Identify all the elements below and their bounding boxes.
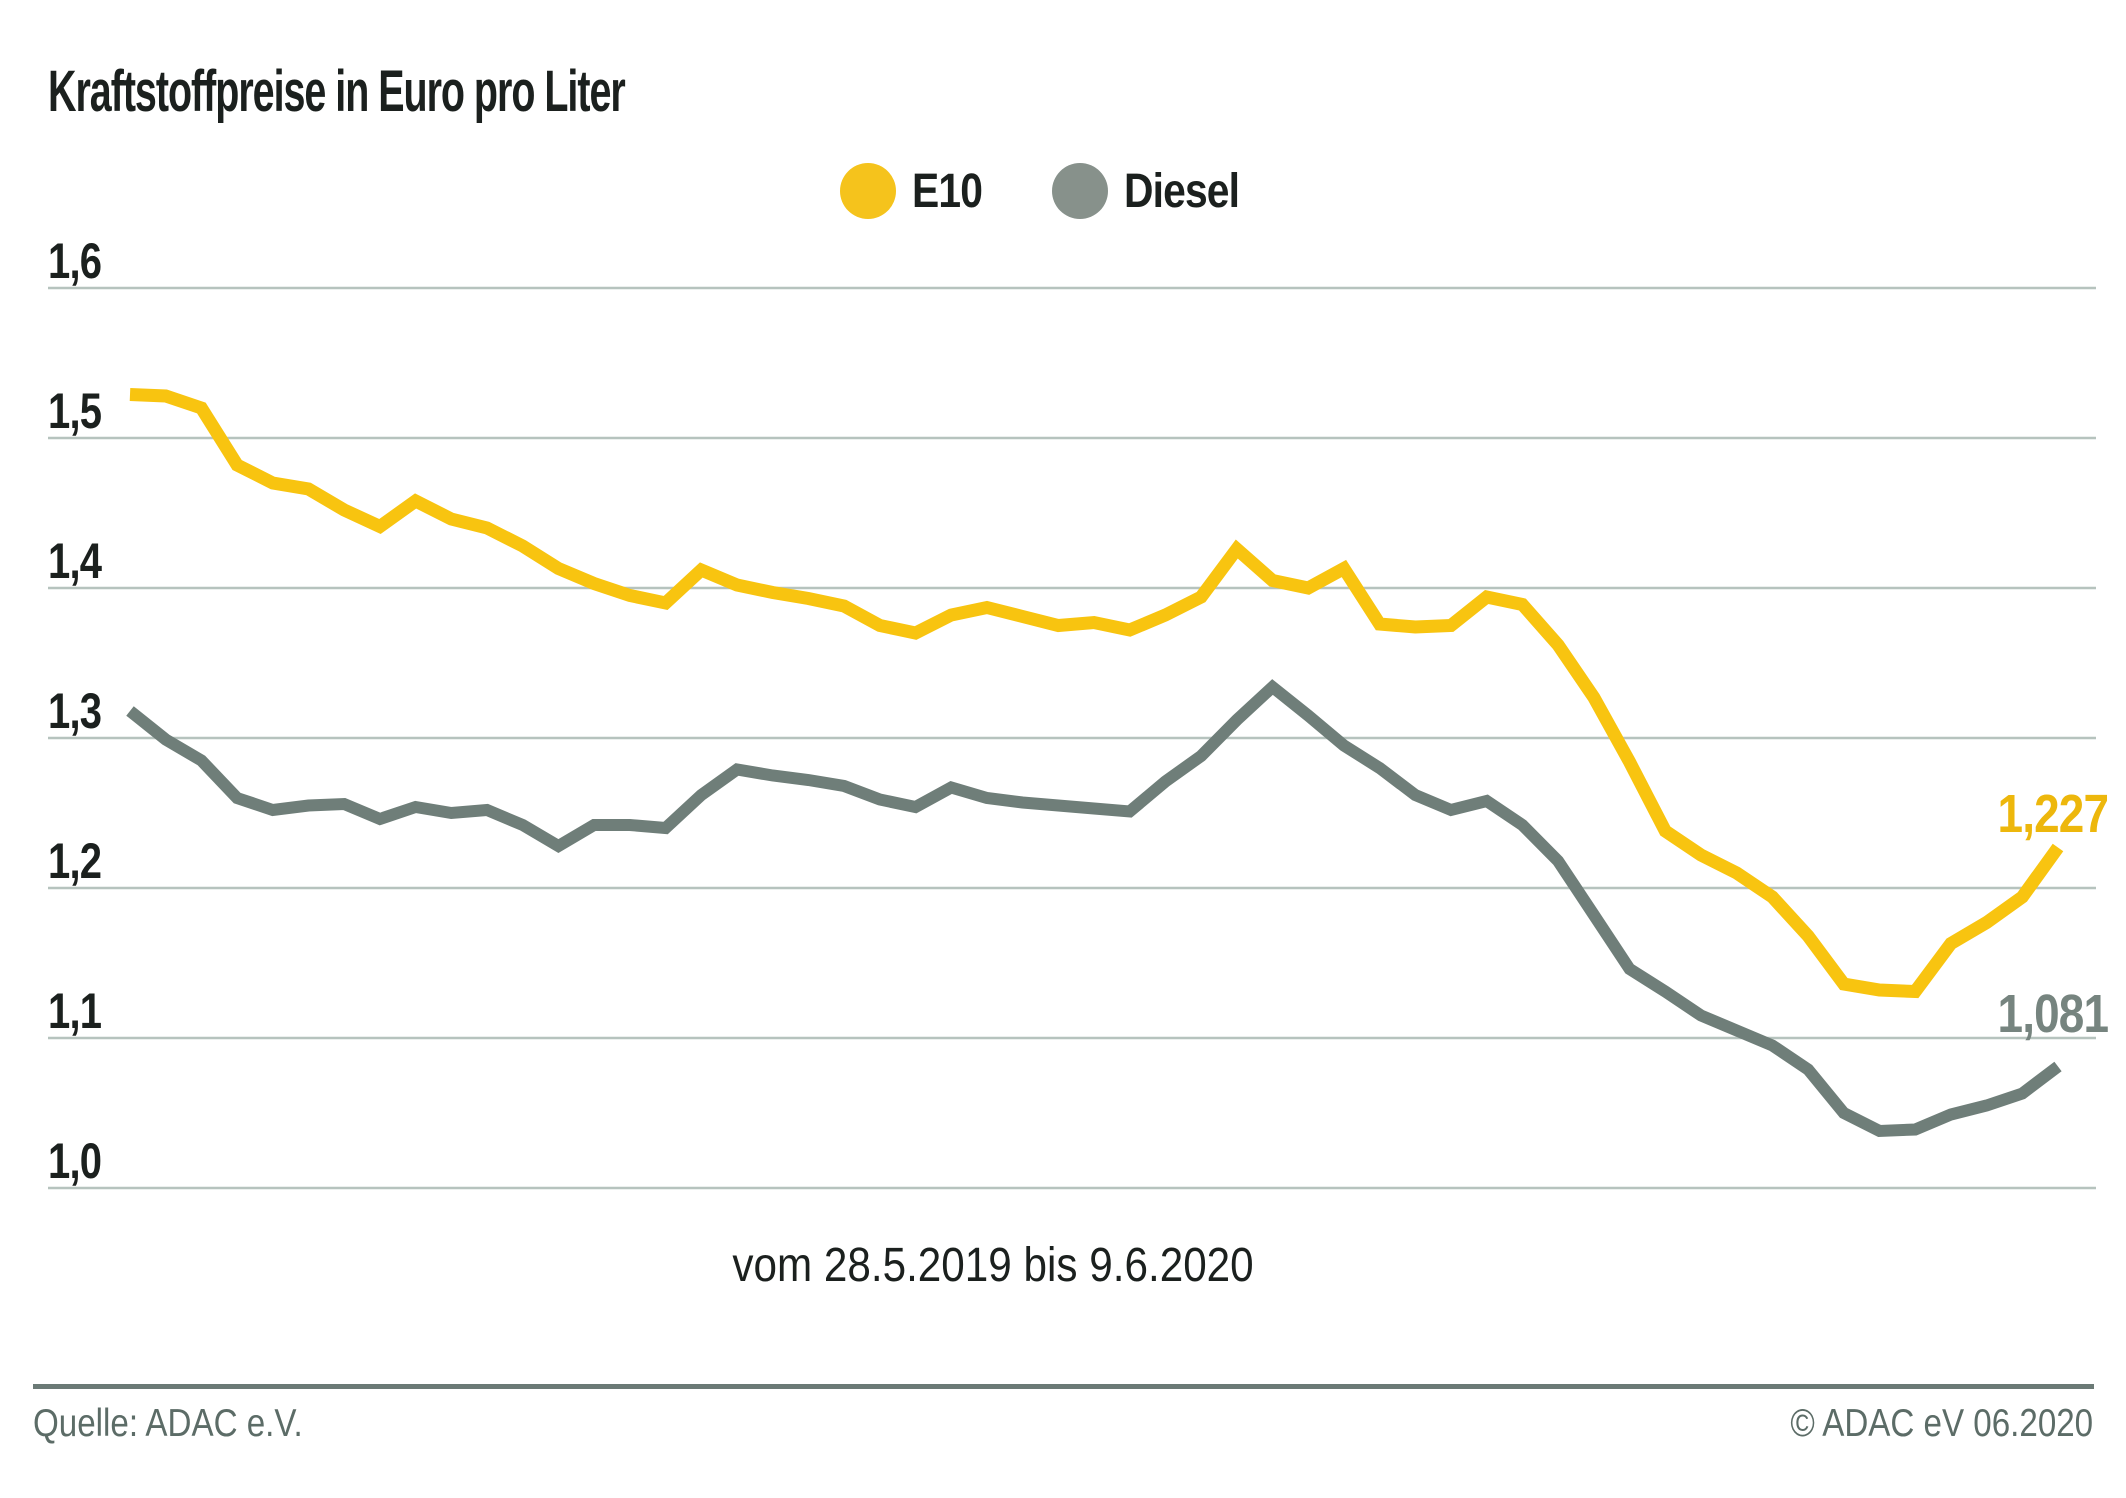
series-line-e10 — [129, 388, 2064, 999]
y-axis-tick-label: 1,6 — [48, 233, 102, 289]
y-axis-tick-label: 1,5 — [48, 383, 102, 439]
page-title: Kraftstoffpreise in Euro pro Liter — [48, 59, 626, 124]
source-credit: Quelle: ADAC e.V. — [33, 1402, 303, 1445]
legend: E10 Diesel — [0, 163, 2100, 219]
copyright-credit: © ADAC eV 06.2020 — [1790, 1402, 2093, 1445]
y-axis-tick-label: 1,2 — [48, 833, 102, 889]
end-value-label-e10: 1,227 — [1997, 784, 2108, 844]
x-range-caption: vom 28.5.2019 bis 9.6.2020 — [732, 1239, 1254, 1292]
legend-item-diesel: Diesel — [1052, 163, 1259, 219]
y-axis-tick-label: 1,0 — [48, 1133, 102, 1189]
series-line-diesel — [126, 679, 2062, 1138]
footer-divider — [33, 1384, 2094, 1389]
legend-label-e10: E10 — [912, 164, 983, 218]
diesel-color-dot-icon — [1052, 163, 1109, 219]
legend-label-diesel: Diesel — [1124, 164, 1240, 218]
y-axis-tick-label: 1,4 — [48, 533, 102, 589]
legend-item-e10: E10 — [840, 163, 994, 219]
end-value-label-diesel: 1,081 — [1997, 984, 2108, 1044]
y-axis-tick-label: 1,1 — [48, 983, 102, 1039]
y-axis-tick-label: 1,3 — [48, 683, 102, 739]
e10-color-dot-icon — [840, 163, 897, 219]
